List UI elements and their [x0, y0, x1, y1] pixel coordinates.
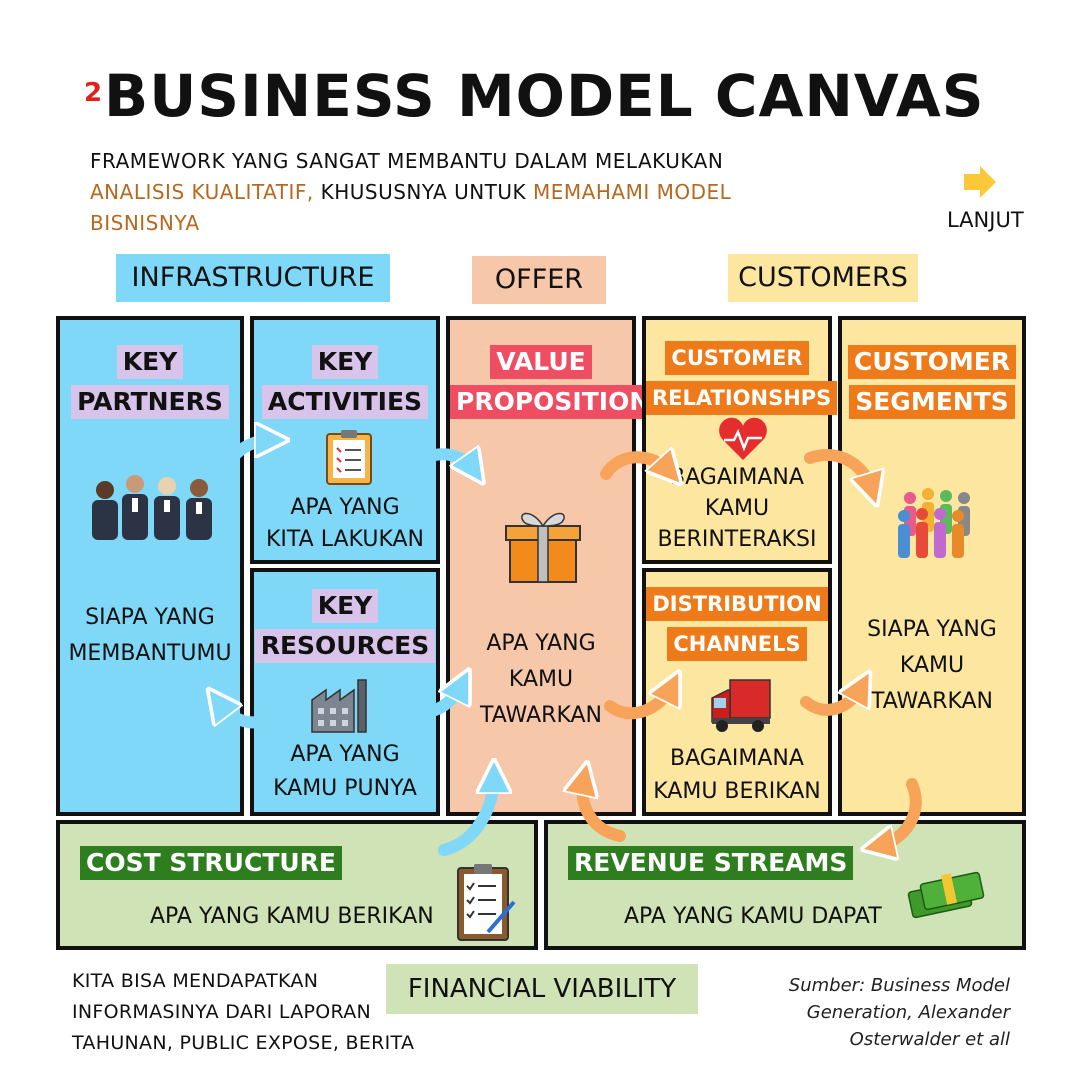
key-activities-panel: KEY ACTIVITIES APA YANG KITA LAKUKAN: [250, 316, 440, 564]
subtitle-highlight-2: MEMAHAMI MODEL BISNISNYA: [90, 180, 732, 235]
subtitle-text-1: FRAMEWORK YANG SANGAT MEMBANTU DALAM MEL…: [90, 149, 724, 173]
customer-segments-panel: CUSTOMER SEGMENTS SIAPA YANG KAMU TAWARK…: [838, 316, 1026, 816]
revenue-streams-title: REVENUE STREAMS: [568, 846, 854, 880]
customer-relationships-panel: CUSTOMER RELATIONSHPS BAGAIMANA KAMU BER…: [642, 316, 838, 564]
group-infrastructure: INFRASTRUCTURE: [116, 254, 390, 302]
revenue-streams-desc: APA YANG KAMU DAPAT: [624, 904, 882, 929]
checklist-clipboard-icon: [326, 430, 372, 485]
distribution-channels-desc-1: BAGAIMANA: [670, 746, 804, 771]
footer-info-line-1: KITA BISA MENDAPATKAN: [72, 970, 319, 992]
factory-icon: [311, 679, 367, 733]
footer-info-line-2: INFORMASINYA DARI LAPORAN: [72, 1001, 372, 1023]
team-people-icon: [92, 475, 212, 540]
key-partners-title-2: PARTNERS: [71, 385, 229, 419]
value-proposition-title-2: PROPOSITION: [450, 385, 657, 419]
revenue-streams-panel: REVENUE STREAMS APA YANG KAMU DAPAT: [544, 820, 1026, 950]
cost-structure-title: COST STRUCTURE: [80, 846, 342, 880]
customer-relationships-title-1: CUSTOMER: [665, 341, 809, 375]
page-title: BUSINESS MODEL CANVAS: [104, 62, 985, 130]
customer-segments-desc-2: KAMU: [899, 653, 965, 678]
customer-segments-desc-3: TAWARKAN: [870, 689, 993, 714]
group-customers: CUSTOMERS: [728, 254, 918, 302]
key-partners-panel: KEY PARTNERS SIAPA YANG MEMBANTUMU: [56, 316, 244, 816]
subtitle-highlight-1: ANALISIS KUALITATIF,: [90, 180, 314, 204]
next-label[interactable]: LANJUT: [947, 208, 1024, 232]
value-proposition-desc-1: APA YANG: [486, 631, 596, 656]
crowd-people-icon: [898, 488, 970, 558]
customer-segments-title-1: CUSTOMER: [847, 345, 1017, 379]
group-offer: OFFER: [472, 256, 606, 304]
source-line-2: Generation, Alexander: [806, 1002, 1010, 1023]
key-partners-title-1: KEY: [116, 345, 184, 379]
distribution-channels-desc-2: KAMU BERIKAN: [653, 779, 821, 804]
key-activities-title-1: KEY: [311, 345, 379, 379]
key-resources-title-1: KEY: [311, 589, 379, 623]
value-proposition-desc-3: TAWARKAN: [479, 703, 602, 728]
heart-pulse-icon: [719, 417, 767, 460]
subtitle-text-2: KHUSUSNYA UNTUK: [313, 180, 534, 204]
key-resources-title-2: RESOURCES: [254, 629, 436, 663]
customer-relationships-title-2: RELATIONSHPS: [646, 381, 838, 415]
source-note: Sumber: Business Model Generation, Alexa…: [789, 972, 1010, 1053]
key-resources-desc-2: KAMU PUNYA: [273, 776, 417, 801]
customer-relationships-desc-1: BAGAIMANA: [670, 465, 804, 490]
source-line-1: Sumber: Business Model: [788, 975, 1010, 996]
delivery-truck-icon: [711, 679, 771, 732]
cost-structure-panel: COST STRUCTURE APA YANG KAMU BERIKAN: [56, 820, 538, 950]
next-arrow-icon[interactable]: [962, 164, 998, 200]
key-partners-desc-1: SIAPA YANG: [85, 605, 215, 630]
page-subtitle: FRAMEWORK YANG SANGAT MEMBANTU DALAM MEL…: [90, 146, 810, 239]
cost-structure-desc: APA YANG KAMU BERIKAN: [150, 904, 434, 929]
key-resources-desc-1: APA YANG: [290, 742, 400, 767]
key-partners-desc-2: MEMBANTUMU: [68, 641, 232, 666]
title-number: 2: [84, 78, 103, 108]
clipboard-checklist-icon: [457, 864, 516, 941]
distribution-channels-panel: DISTRIBUTION CHANNELS BAGAIMANA KAMU BER…: [642, 568, 832, 816]
key-activities-title-2: ACTIVITIES: [261, 385, 429, 419]
key-resources-panel: KEY RESOURCES APA YANG KAMU PUNYA: [250, 568, 440, 816]
customer-segments-desc-1: SIAPA YANG: [867, 617, 997, 642]
key-activities-desc-1: APA YANG: [290, 495, 400, 520]
source-line-3: Osterwalder et all: [849, 1029, 1010, 1050]
money-stack-icon: [907, 871, 985, 919]
gift-box-icon: [505, 512, 581, 583]
value-proposition-panel: VALUE PROPOSITION APA YANG KAMU TAWARKAN: [446, 316, 657, 816]
financial-viability-label: FINANCIAL VIABILITY: [386, 964, 698, 1014]
key-activities-desc-2: KITA LAKUKAN: [266, 527, 424, 552]
customer-relationships-desc-3: BERINTERAKSI: [657, 527, 817, 552]
footer-info: KITA BISA MENDAPATKAN INFORMASINYA DARI …: [72, 966, 414, 1059]
customer-segments-title-2: SEGMENTS: [849, 385, 1015, 419]
value-proposition-title-1: VALUE: [490, 345, 592, 379]
value-proposition-desc-2: KAMU: [508, 667, 574, 692]
customer-relationships-desc-2: KAMU: [704, 496, 770, 521]
distribution-channels-title-1: DISTRIBUTION: [646, 587, 828, 621]
distribution-channels-title-2: CHANNELS: [667, 627, 807, 661]
footer-info-line-3: TAHUNAN, PUBLIC EXPOSE, BERITA: [72, 1032, 415, 1054]
